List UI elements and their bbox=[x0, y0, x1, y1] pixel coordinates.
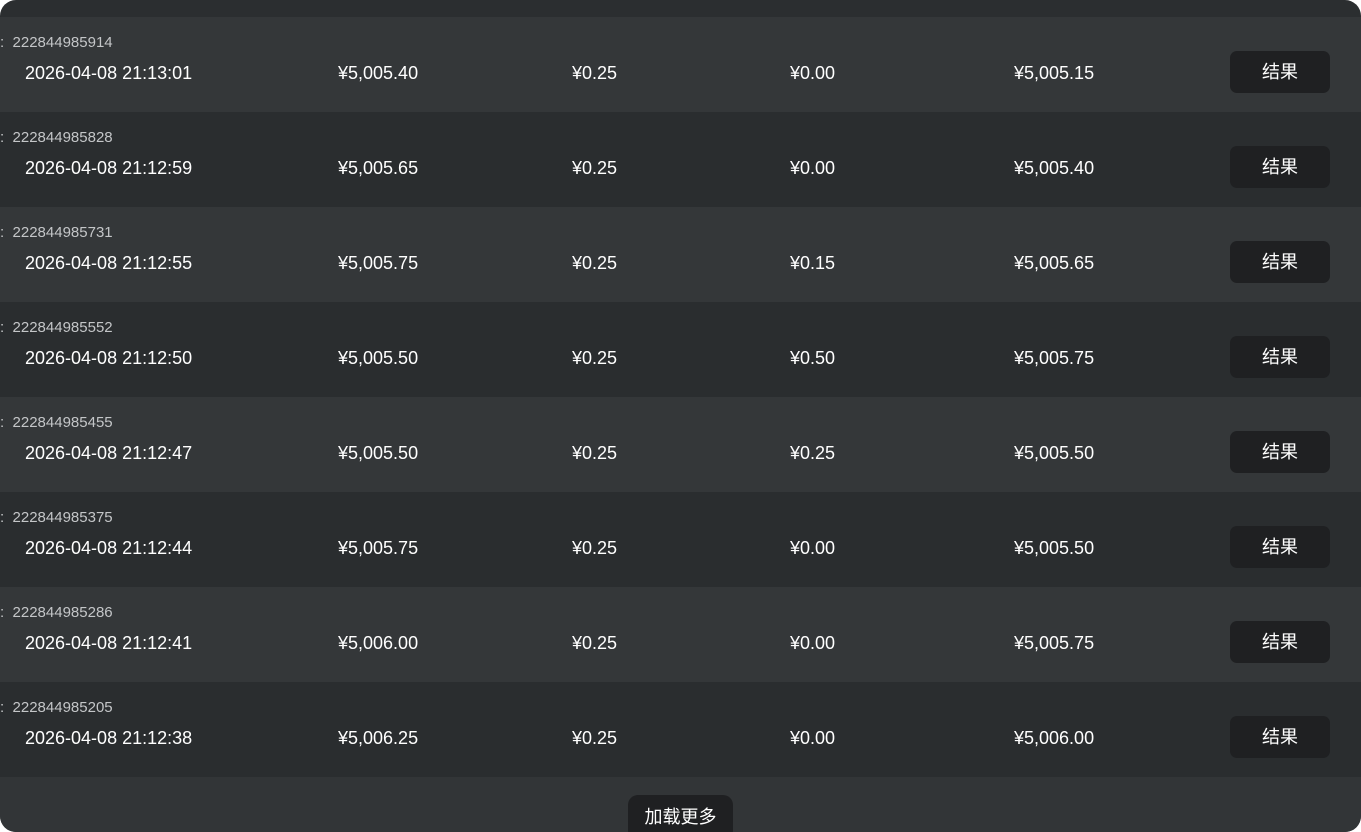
payout-cell: ¥0.00 bbox=[790, 728, 836, 748]
result-button[interactable]: 结果 bbox=[1230, 621, 1330, 663]
amount-before-cell: ¥5,005.40 bbox=[338, 63, 419, 83]
cost-cell: ¥0.25 bbox=[572, 633, 618, 653]
table-row: : 222844985286 2026-04-08 21:12:41 ¥5,006.… bbox=[0, 587, 1361, 682]
time-cell: 2026-04-08 21:12:50 bbox=[25, 348, 193, 368]
time-cell: 2026-04-08 21:12:47 bbox=[25, 443, 193, 463]
table-row: : 222844985828 2026-04-08 21:12:59 ¥5,005.… bbox=[0, 112, 1361, 207]
time-cell: 2026-04-08 21:12:44 bbox=[25, 538, 193, 558]
time-cell: 2026-04-08 21:12:59 bbox=[25, 158, 193, 178]
order-id: : 222844985205 bbox=[0, 699, 113, 716]
result-button[interactable]: 结果 bbox=[1230, 241, 1330, 283]
time-cell: 2026-04-08 21:12:55 bbox=[25, 253, 193, 273]
result-button[interactable]: 结果 bbox=[1230, 431, 1330, 473]
cost-cell: ¥0.25 bbox=[572, 63, 618, 83]
payout-cell: ¥0.00 bbox=[790, 633, 836, 653]
time-cell: 2026-04-08 21:12:41 bbox=[25, 633, 193, 653]
amount-after-cell: ¥5,005.15 bbox=[1014, 63, 1095, 83]
result-button[interactable]: 结果 bbox=[1230, 51, 1330, 93]
amount-before-cell: ¥5,005.75 bbox=[338, 538, 419, 558]
amount-before-cell: ¥5,005.50 bbox=[338, 443, 419, 463]
amount-before-cell: ¥5,005.75 bbox=[338, 253, 419, 273]
cost-cell: ¥0.25 bbox=[572, 348, 618, 368]
cost-cell: ¥0.25 bbox=[572, 728, 618, 748]
payout-cell: ¥0.00 bbox=[790, 158, 836, 178]
table-row: : 222844985552 2026-04-08 21:12:50 ¥5,005.… bbox=[0, 302, 1361, 397]
order-id: : 222844985731 bbox=[0, 224, 113, 241]
order-id: : 222844985286 bbox=[0, 604, 113, 621]
result-button[interactable]: 结果 bbox=[1230, 716, 1330, 758]
table-row: : 222844985205 2026-04-08 21:12:38 ¥5,006.… bbox=[0, 682, 1361, 777]
table-row: : 222844985455 2026-04-08 21:12:47 ¥5,005.… bbox=[0, 397, 1361, 492]
amount-after-cell: ¥5,006.00 bbox=[1014, 728, 1095, 748]
amount-after-cell: ¥5,005.50 bbox=[1014, 538, 1095, 558]
cost-cell: ¥0.25 bbox=[572, 253, 618, 273]
amount-after-cell: ¥5,005.75 bbox=[1014, 633, 1095, 653]
order-id: : 222844985914 bbox=[0, 34, 113, 51]
amount-before-cell: ¥5,005.50 bbox=[338, 348, 419, 368]
payout-cell: ¥0.15 bbox=[790, 253, 836, 273]
table-row: : 222844985375 2026-04-08 21:12:44 ¥5,005.… bbox=[0, 492, 1361, 587]
order-id: : 222844985375 bbox=[0, 509, 113, 526]
table-row: : 222844985731 2026-04-08 21:12:55 ¥5,005.… bbox=[0, 207, 1361, 302]
cost-cell: ¥0.25 bbox=[572, 538, 618, 558]
result-button[interactable]: 结果 bbox=[1230, 146, 1330, 188]
table-row: : 222844985914 2026-04-08 21:13:01 ¥5,005.… bbox=[0, 17, 1361, 112]
amount-before-cell: ¥5,006.00 bbox=[338, 633, 419, 653]
result-button[interactable]: 结果 bbox=[1230, 526, 1330, 568]
cost-cell: ¥0.25 bbox=[572, 443, 618, 463]
payout-cell: ¥0.50 bbox=[790, 348, 836, 368]
amount-after-cell: ¥5,005.75 bbox=[1014, 348, 1095, 368]
load-more-button[interactable]: 加载更多 bbox=[628, 795, 733, 832]
amount-after-cell: ¥5,005.65 bbox=[1014, 253, 1095, 273]
order-id: : 222844985455 bbox=[0, 414, 113, 431]
cost-cell: ¥0.25 bbox=[572, 158, 618, 178]
amount-after-cell: ¥5,005.40 bbox=[1014, 158, 1095, 178]
result-button[interactable]: 结果 bbox=[1230, 336, 1330, 378]
time-cell: 2026-04-08 21:13:01 bbox=[25, 63, 193, 83]
payout-cell: ¥0.00 bbox=[790, 538, 836, 558]
time-cell: 2026-04-08 21:12:38 bbox=[25, 728, 193, 748]
payout-cell: ¥0.00 bbox=[790, 63, 836, 83]
payout-cell: ¥0.25 bbox=[790, 443, 836, 463]
order-id: : 222844985828 bbox=[0, 129, 113, 146]
record-list: : 222844985914 2026-04-08 21:13:01 ¥5,005.… bbox=[0, 17, 1361, 777]
amount-before-cell: ¥5,005.65 bbox=[338, 158, 419, 178]
order-id: : 222844985552 bbox=[0, 319, 113, 336]
footer: 加载更多 bbox=[0, 777, 1361, 832]
amount-after-cell: ¥5,005.50 bbox=[1014, 443, 1095, 463]
amount-before-cell: ¥5,006.25 bbox=[338, 728, 419, 748]
